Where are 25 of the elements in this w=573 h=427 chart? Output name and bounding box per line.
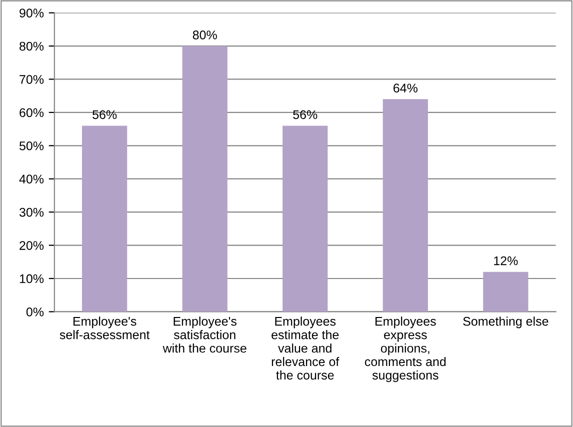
- x-tick-label: Employees estimate the value and relevance of the course: [272, 316, 340, 380]
- y-tick-label: 30%: [19, 208, 44, 217]
- y-tick-label: 70%: [20, 75, 44, 84]
- x-tick-label: Employees express opinions, comments and suggestions: [364, 316, 446, 382]
- x-tick-label: Employee's satisfaction with the course: [162, 316, 246, 353]
- bar: [483, 272, 528, 312]
- bar: [82, 126, 128, 312]
- y-tick-label: 0%: [26, 308, 44, 316]
- y-tick-label: 40%: [19, 174, 44, 184]
- y-tick-label: 80%: [20, 42, 44, 51]
- data-label: 56%: [293, 110, 318, 120]
- y-tick-label: 20%: [20, 241, 44, 250]
- bar: [182, 46, 228, 312]
- bar: [382, 99, 428, 312]
- data-label: 12%: [494, 256, 518, 266]
- data-label: 56%: [92, 110, 117, 120]
- bar: [282, 126, 328, 312]
- y-tick-label: 90%: [20, 8, 44, 18]
- x-tick-label: Employee's self-assessment: [60, 316, 150, 340]
- y-tick-label: 50%: [20, 141, 44, 150]
- data-label: 80%: [192, 30, 217, 40]
- x-tick-label: Something else: [463, 316, 548, 328]
- y-tick-label: 10%: [20, 274, 44, 284]
- data-label: 64%: [394, 84, 418, 93]
- y-tick-label: 60%: [20, 108, 44, 118]
